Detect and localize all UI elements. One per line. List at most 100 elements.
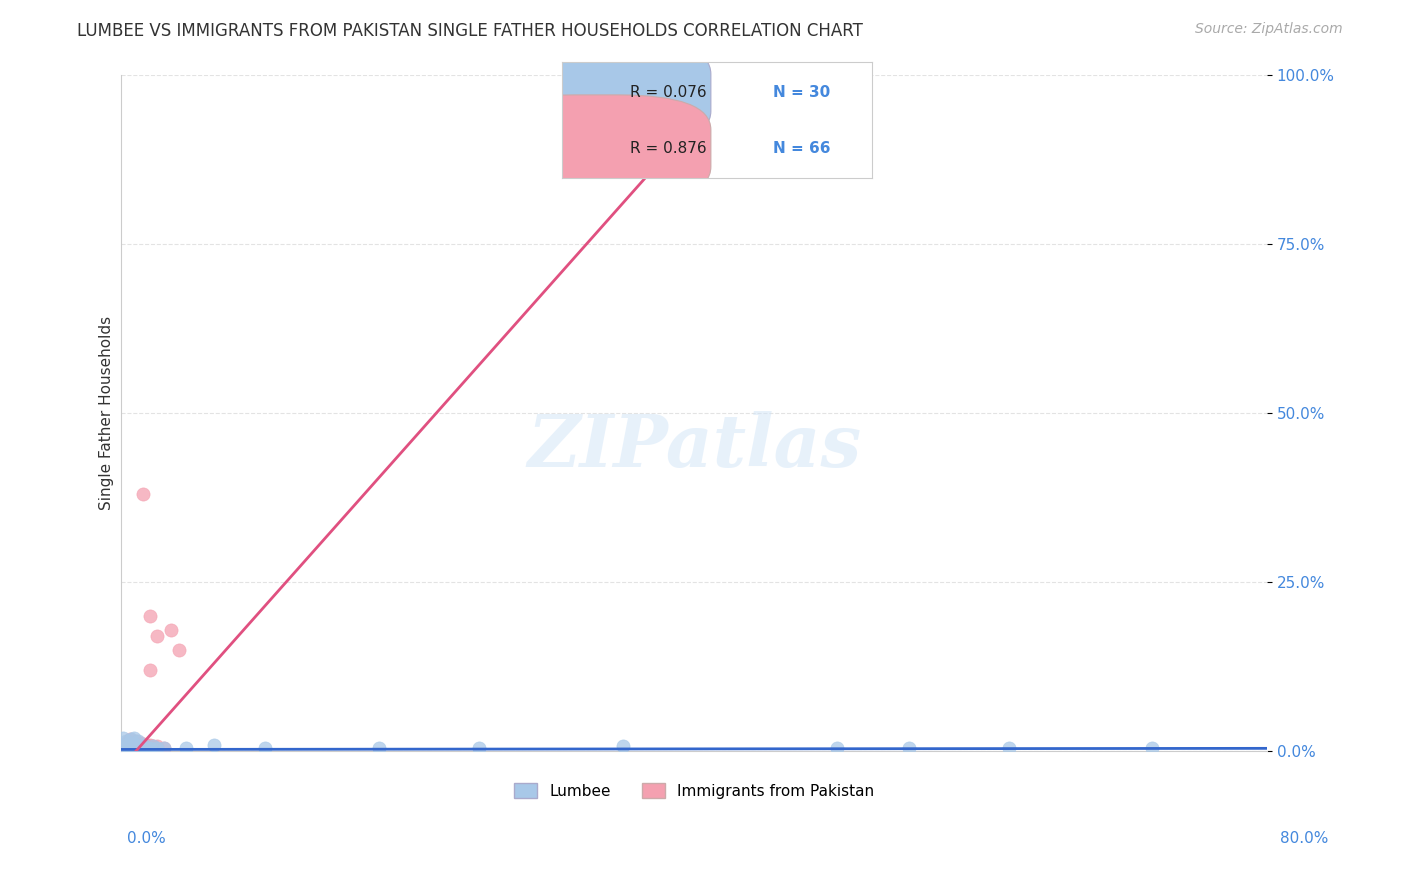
Point [117,741,139,756]
Point [142,739,165,753]
Point [468,741,491,756]
Point [121,741,143,756]
Point [112,739,135,753]
Point [129,741,152,756]
Point [117,741,139,756]
Point [141,741,163,756]
Point [117,741,139,756]
Point [131,739,153,753]
Point [118,732,141,747]
Text: R = 0.876: R = 0.876 [630,141,707,156]
Point [146,629,169,643]
Point [112,739,135,753]
Point [174,741,197,756]
Y-axis label: Single Father Households: Single Father Households [100,316,114,510]
Point [127,738,149,752]
Point [120,739,142,753]
Text: N = 66: N = 66 [773,141,830,156]
Point [127,739,149,753]
Point [134,739,156,753]
Point [898,741,921,756]
Point [120,738,142,752]
Point [112,739,135,753]
Point [120,741,142,756]
Point [142,739,165,753]
Point [136,741,159,756]
Point [112,739,135,753]
Point [129,739,152,753]
Point [132,741,155,756]
Point [115,736,138,750]
Point [139,738,162,752]
Point [115,738,138,752]
Point [132,487,155,501]
Text: R = 0.076: R = 0.076 [630,85,707,100]
Text: N = 30: N = 30 [773,85,830,100]
Point [827,741,849,756]
Point [117,741,139,756]
Point [114,738,136,752]
Point [118,736,141,750]
Point [114,734,136,748]
Point [129,739,152,753]
Point [153,741,176,756]
Point [153,741,176,756]
Point [112,738,135,752]
Point [115,741,138,756]
Point [612,739,634,753]
Point [122,731,145,745]
Point [132,741,155,756]
Point [121,739,143,753]
Point [135,738,157,752]
Point [132,741,155,756]
Point [134,739,156,753]
Point [139,663,162,677]
Point [111,741,134,756]
Point [122,736,145,750]
Point [134,738,156,752]
Text: 80.0%: 80.0% [1281,831,1329,846]
Point [118,739,141,753]
Point [125,741,148,756]
Point [142,741,165,756]
FancyBboxPatch shape [482,95,711,202]
Point [139,739,162,753]
Point [368,741,391,756]
Point [114,739,136,753]
Point [127,739,149,753]
Legend: Lumbee, Immigrants from Pakistan: Lumbee, Immigrants from Pakistan [509,777,880,805]
Point [146,741,169,756]
Point [121,739,143,753]
Point [124,741,146,756]
Point [138,739,160,753]
Point [122,739,145,753]
Point [136,741,159,756]
Point [121,739,143,753]
Point [136,741,159,756]
Point [160,623,183,637]
Point [132,741,155,756]
Point [117,741,139,756]
Text: Source: ZipAtlas.com: Source: ZipAtlas.com [1195,22,1343,37]
Point [121,739,143,753]
Point [124,738,146,752]
Point [146,739,169,753]
FancyBboxPatch shape [482,39,711,146]
Point [125,741,148,756]
Point [121,741,143,756]
Point [124,734,146,748]
Point [118,741,141,756]
Point [117,734,139,748]
Point [124,741,146,756]
Text: ZIPatlas: ZIPatlas [527,411,862,483]
Point [117,739,139,753]
Point [112,741,135,756]
Point [202,738,225,752]
Point [998,741,1021,756]
Point [167,643,190,657]
Point [114,738,136,752]
Point [124,738,146,752]
Point [127,734,149,748]
Point [253,741,276,756]
Point [120,732,142,747]
